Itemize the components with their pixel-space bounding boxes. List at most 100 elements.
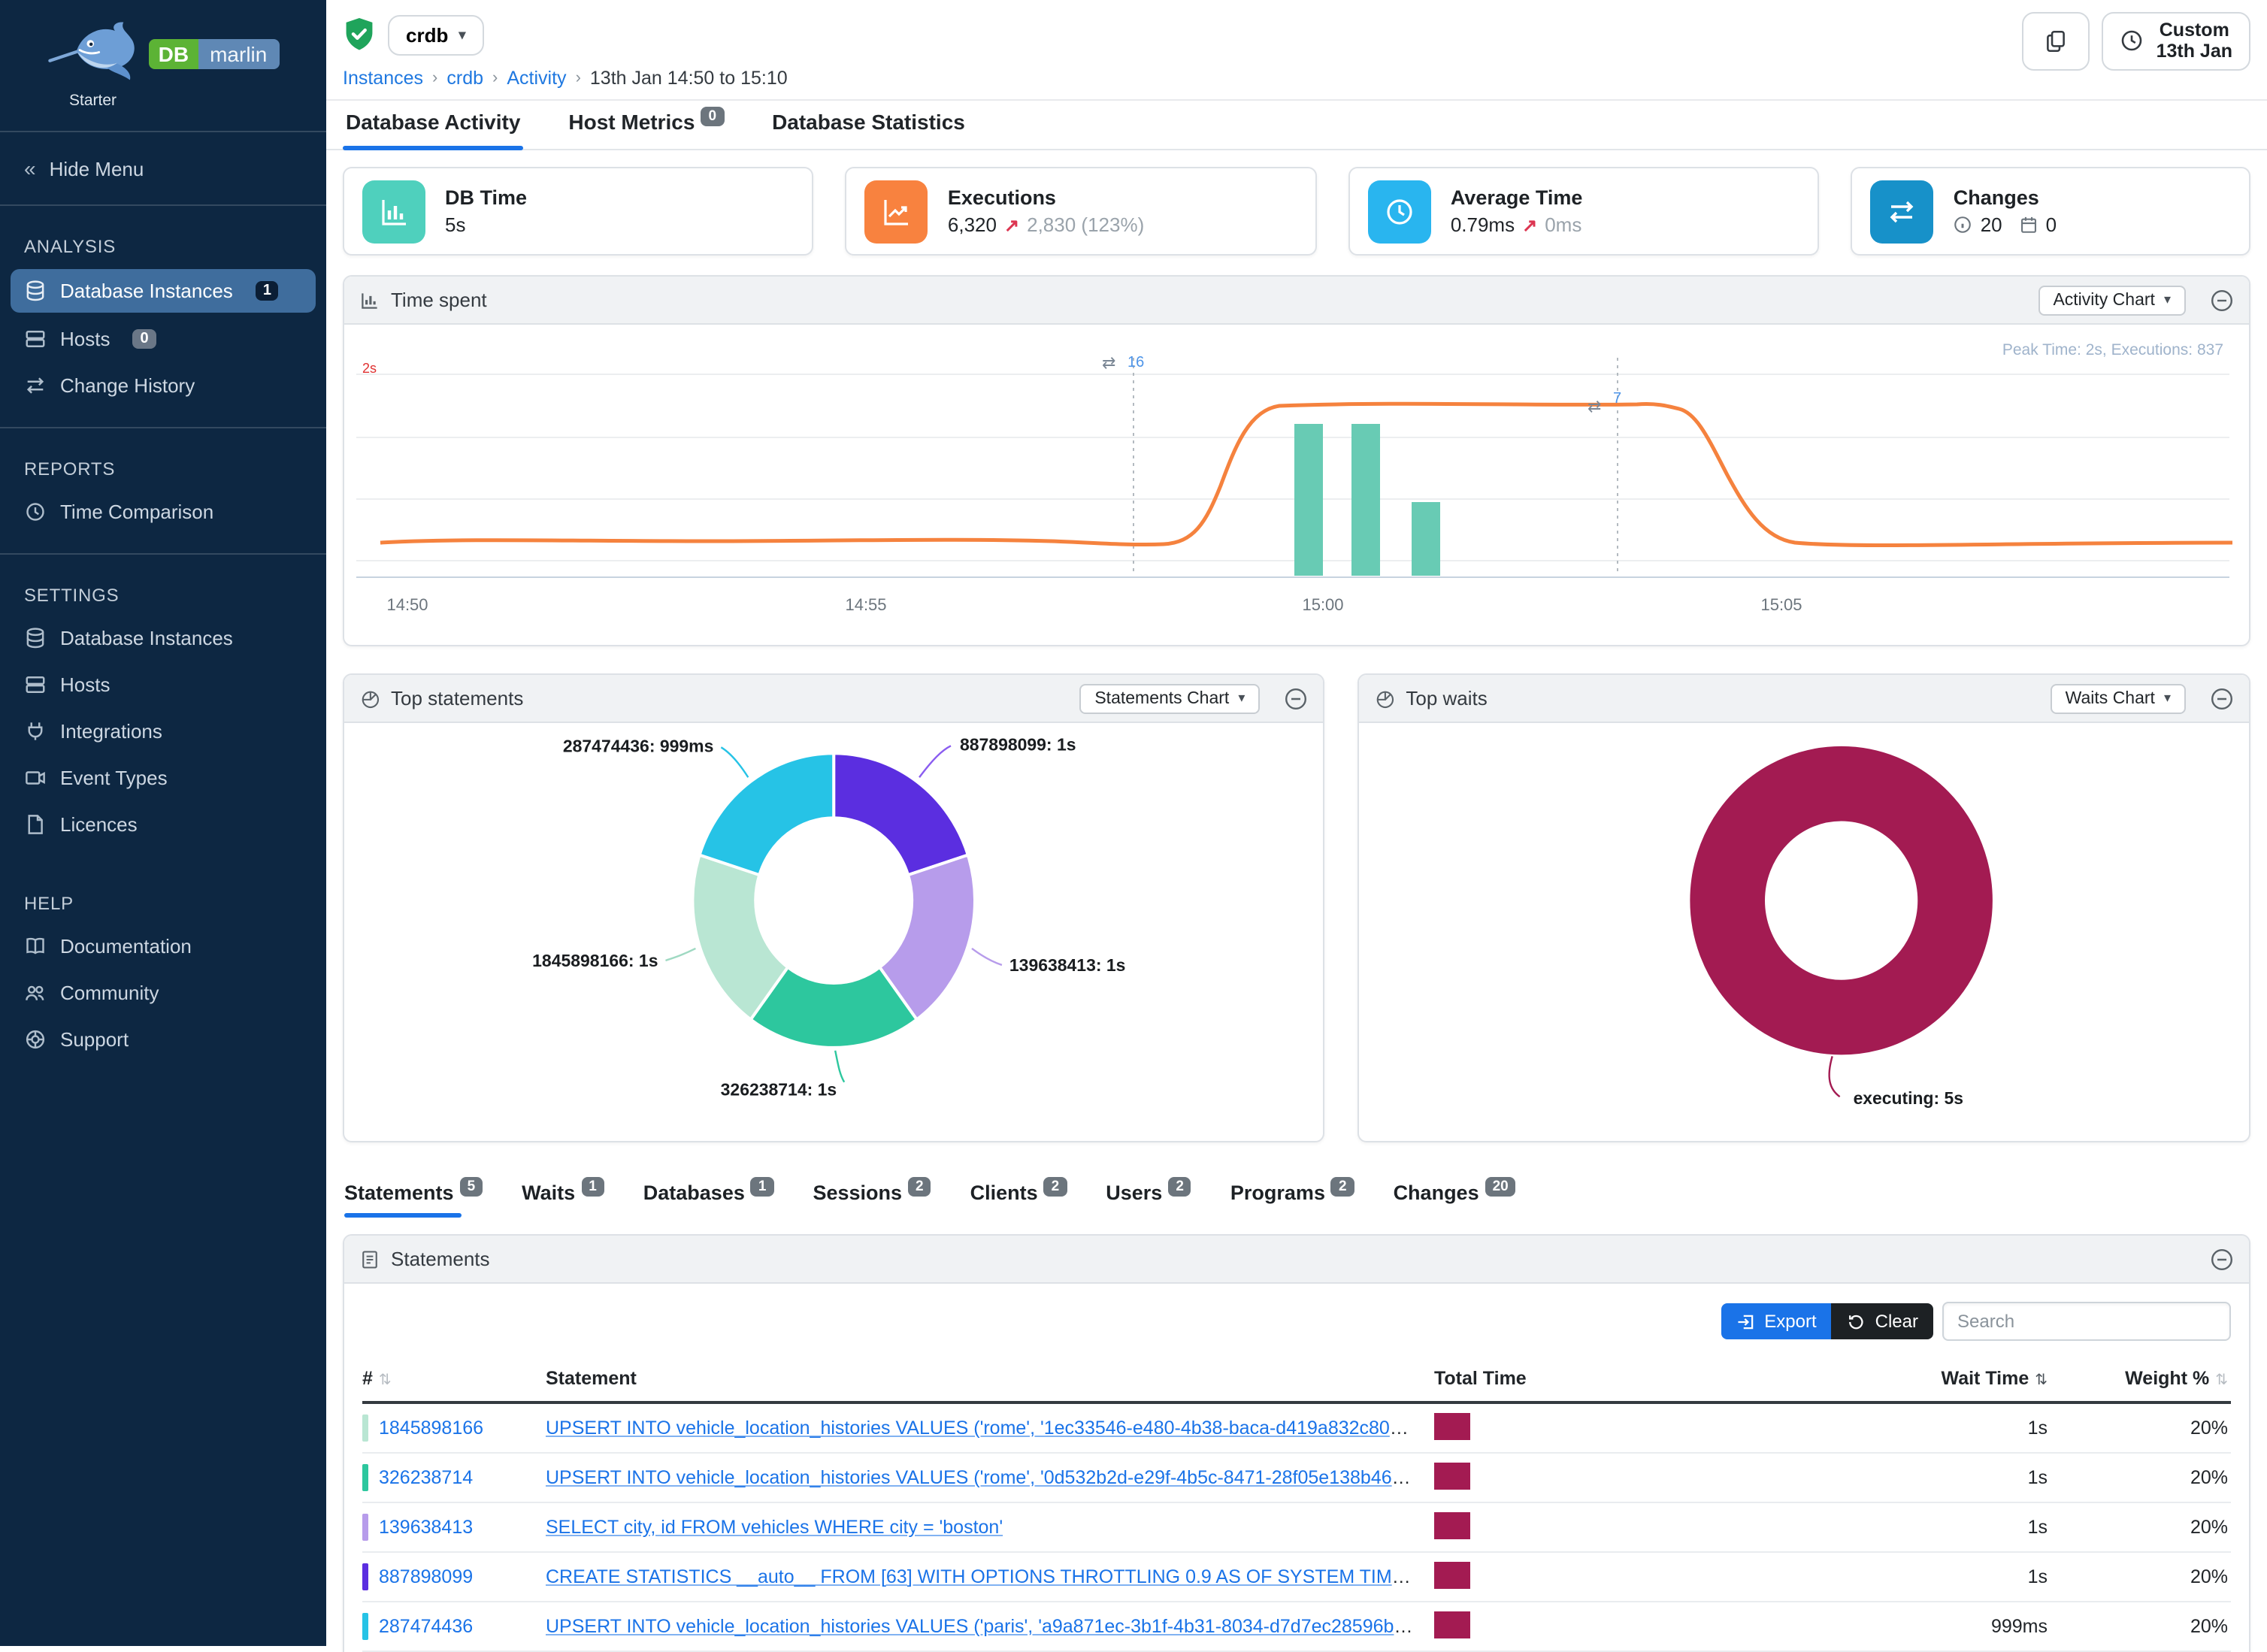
- collapse-panel-icon[interactable]: [2210, 1247, 2234, 1271]
- statement-link[interactable]: UPSERT INTO vehicle_location_histories V…: [546, 1616, 1434, 1637]
- donut-slice-326238714[interactable]: [748, 965, 919, 1049]
- executions-bar[interactable]: [1294, 424, 1323, 576]
- wait-time-value: 999ms: [1990, 1616, 2048, 1637]
- time-range-date: 13th Jan: [2156, 41, 2232, 62]
- sidebar-item-change-history[interactable]: Change History: [0, 362, 326, 409]
- executions-bar[interactable]: [1351, 424, 1380, 576]
- collapse-panel-icon[interactable]: [1284, 686, 1308, 710]
- sidebar-item-label: Time Comparison: [60, 501, 214, 523]
- waits-donut-chart[interactable]: executing: 5s: [1359, 723, 2249, 1141]
- chevron-down-icon: ▾: [2163, 690, 2171, 705]
- sidebar-item-support[interactable]: Support: [0, 1016, 326, 1063]
- brand-db: DB: [149, 38, 198, 68]
- statement-id-link[interactable]: 1845898166: [379, 1418, 484, 1439]
- donut-slice-139638413[interactable]: [877, 852, 976, 1022]
- breadcrumb-crdb[interactable]: crdb: [446, 68, 484, 89]
- statement-link[interactable]: CREATE STATISTICS __auto__ FROM [63] WIT…: [546, 1566, 1434, 1587]
- clear-button[interactable]: Clear: [1831, 1303, 1933, 1339]
- activity-chart-select[interactable]: Activity Chart ▾: [2038, 285, 2186, 315]
- donut-slice-executing[interactable]: [1690, 746, 1993, 1055]
- donut-slice-1845898166[interactable]: [691, 852, 790, 1022]
- wait-time-value: 1s: [2027, 1517, 2048, 1538]
- tab-badge: 2: [1043, 1177, 1067, 1197]
- search-input[interactable]: [1942, 1302, 2231, 1341]
- sidebar-item-settings-hosts[interactable]: Hosts: [0, 661, 326, 708]
- view-button-label: Statements Chart: [1094, 689, 1230, 707]
- total-time-bar: [1434, 1611, 1470, 1638]
- collapse-panel-icon[interactable]: [2210, 686, 2234, 710]
- col-header-id[interactable]: # ⇅: [362, 1368, 392, 1389]
- statement-id-link[interactable]: 887898099: [379, 1566, 474, 1587]
- life-ring-icon: [24, 1028, 47, 1051]
- tab-changes[interactable]: Changes 20: [1394, 1177, 1516, 1218]
- export-icon: [1737, 1314, 1753, 1329]
- waits-chart-select[interactable]: Waits Chart ▾: [2050, 683, 2186, 713]
- page-tabs: Database Activity Host Metrics 0 Database…: [326, 101, 2267, 150]
- up-arrow-icon: ↗: [1004, 214, 1020, 235]
- tab-users[interactable]: Users 2: [1106, 1177, 1191, 1218]
- tab-database-activity[interactable]: Database Activity: [343, 101, 524, 150]
- donut-label: 326238714: 1s: [721, 1080, 837, 1100]
- donut-label: 139638413: 1s: [1009, 955, 1126, 975]
- col-header-weight[interactable]: Weight % ⇅: [2125, 1368, 2228, 1389]
- statements-chart-select[interactable]: Statements Chart ▾: [1079, 683, 1261, 713]
- col-header-statement[interactable]: Statement: [546, 1368, 637, 1389]
- hide-menu-button[interactable]: « Hide Menu: [0, 141, 326, 195]
- sidebar-item-time-comparison[interactable]: Time Comparison: [0, 489, 326, 535]
- server-icon: [24, 328, 47, 350]
- executions-bar[interactable]: [1412, 502, 1440, 576]
- time-spent-chart[interactable]: 2s Peak Time: 2s, Executions: 837 ⇄ 16 ⇄…: [344, 325, 2249, 645]
- tab-label: Databases: [643, 1182, 745, 1204]
- sidebar-item-integrations[interactable]: Integrations: [0, 708, 326, 755]
- sidebar-item-label: Documentation: [60, 935, 192, 958]
- sort-icon: ⇅: [2215, 1372, 2228, 1389]
- sidebar-item-licences[interactable]: Licences: [0, 801, 326, 848]
- tab-statements[interactable]: Statements 5: [344, 1177, 483, 1218]
- tab-label: Waits: [522, 1182, 576, 1204]
- instance-selector[interactable]: crdb ▾: [388, 14, 484, 55]
- tab-label: Database Statistics: [772, 110, 965, 134]
- statements-donut-chart[interactable]: 887898099: 1s 139638413: 1s 326238714: 1…: [344, 723, 1323, 1141]
- tab-sessions[interactable]: Sessions 2: [813, 1177, 931, 1218]
- statement-link[interactable]: UPSERT INTO vehicle_location_histories V…: [546, 1418, 1434, 1439]
- time-range-button[interactable]: Custom 13th Jan: [2102, 12, 2250, 71]
- statement-link[interactable]: UPSERT INTO vehicle_location_histories V…: [546, 1467, 1434, 1488]
- kpi-value: 5s: [445, 213, 466, 236]
- tab-badge: 2: [908, 1177, 931, 1197]
- sidebar-item-community[interactable]: Community: [0, 970, 326, 1016]
- breadcrumb-activity[interactable]: Activity: [507, 68, 567, 89]
- col-header-wait-time[interactable]: Wait Time ⇅: [1941, 1368, 2048, 1389]
- tab-host-metrics[interactable]: Host Metrics 0: [565, 101, 727, 149]
- tab-databases[interactable]: Databases 1: [643, 1177, 774, 1218]
- tab-waits[interactable]: Waits 1: [522, 1177, 604, 1218]
- breadcrumb-separator: ›: [492, 69, 498, 87]
- statement-link[interactable]: SELECT city, id FROM vehicles WHERE city…: [546, 1517, 1003, 1538]
- statement-id-link[interactable]: 139638413: [379, 1517, 474, 1538]
- donut-slice-887898099[interactable]: [832, 752, 970, 877]
- breadcrumb-instances[interactable]: Instances: [343, 68, 424, 89]
- copy-link-button[interactable]: [2022, 12, 2090, 71]
- table-row: 887898099 CREATE STATISTICS __auto__ FRO…: [362, 1553, 2231, 1602]
- x-tick: 14:55: [845, 595, 886, 614]
- time-spent-panel: Time spent Activity Chart ▾: [343, 275, 2250, 646]
- sidebar-item-settings-database-instances[interactable]: Database Instances: [0, 615, 326, 661]
- sidebar-item-event-types[interactable]: Event Types: [0, 755, 326, 801]
- col-header-total-time[interactable]: Total Time: [1434, 1368, 1527, 1389]
- sidebar-item-hosts[interactable]: Hosts 0: [0, 316, 326, 362]
- donut-slice-287474436[interactable]: [698, 752, 836, 877]
- tab-programs[interactable]: Programs 2: [1230, 1177, 1354, 1218]
- weight-value: 20%: [2190, 1517, 2228, 1538]
- statement-id-link[interactable]: 287474436: [379, 1616, 474, 1637]
- sidebar-item-documentation[interactable]: Documentation: [0, 923, 326, 970]
- sidebar-item-database-instances[interactable]: Database Instances 1: [11, 269, 316, 313]
- tab-database-statistics[interactable]: Database Statistics: [769, 101, 968, 149]
- detail-tabs: Statements 5 Waits 1 Databases 1 Sessions 2 …: [343, 1177, 2250, 1218]
- sidebar: DB marlin Starter « Hide Menu ANALYSIS D…: [0, 0, 326, 1646]
- export-button[interactable]: Export: [1721, 1303, 1832, 1339]
- collapse-panel-icon[interactable]: [2210, 288, 2234, 312]
- tab-clients[interactable]: Clients 2: [970, 1177, 1067, 1218]
- tab-label: Sessions: [813, 1182, 903, 1204]
- table-row: 326238714 UPSERT INTO vehicle_location_h…: [362, 1454, 2231, 1503]
- breadcrumb-separator: ›: [575, 69, 581, 87]
- statement-id-link[interactable]: 326238714: [379, 1467, 474, 1488]
